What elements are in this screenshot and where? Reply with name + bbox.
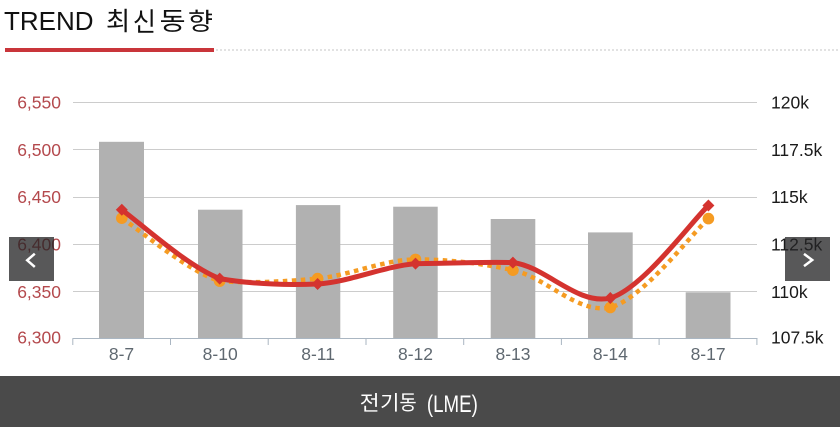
svg-text:8-12: 8-12 bbox=[398, 344, 433, 364]
svg-text:(LME): (LME) bbox=[427, 391, 478, 418]
svg-text:8-13: 8-13 bbox=[495, 344, 530, 364]
svg-text:120k: 120k bbox=[771, 93, 809, 113]
svg-text:115k: 115k bbox=[771, 187, 808, 207]
svg-text:6,500: 6,500 bbox=[17, 140, 61, 160]
svg-text:6,450: 6,450 bbox=[17, 187, 61, 207]
svg-text:6,300: 6,300 bbox=[17, 328, 61, 348]
svg-text:8-14: 8-14 bbox=[593, 344, 628, 364]
svg-text:6,350: 6,350 bbox=[17, 282, 61, 302]
svg-text:107.5k: 107.5k bbox=[771, 328, 824, 348]
svg-text:6,550: 6,550 bbox=[17, 93, 61, 113]
svg-text:8-11: 8-11 bbox=[301, 344, 335, 364]
svg-text:110k: 110k bbox=[771, 282, 808, 302]
svg-text:8-10: 8-10 bbox=[203, 344, 238, 364]
svg-text:8-17: 8-17 bbox=[691, 344, 726, 364]
svg-text:8-7: 8-7 bbox=[109, 344, 134, 364]
svg-text:117.5k: 117.5k bbox=[771, 140, 822, 160]
